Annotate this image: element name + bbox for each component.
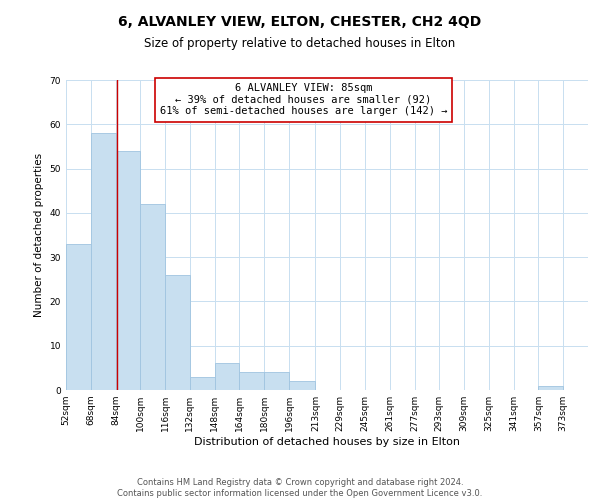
Bar xyxy=(215,364,239,390)
X-axis label: Distribution of detached houses by size in Elton: Distribution of detached houses by size … xyxy=(194,437,460,447)
Bar xyxy=(239,372,264,390)
Bar xyxy=(116,151,140,390)
Bar xyxy=(66,244,91,390)
Bar xyxy=(264,372,289,390)
Bar xyxy=(538,386,563,390)
Bar xyxy=(140,204,165,390)
Text: Contains HM Land Registry data © Crown copyright and database right 2024.
Contai: Contains HM Land Registry data © Crown c… xyxy=(118,478,482,498)
Bar xyxy=(190,376,215,390)
Text: 6 ALVANLEY VIEW: 85sqm
← 39% of detached houses are smaller (92)
61% of semi-det: 6 ALVANLEY VIEW: 85sqm ← 39% of detached… xyxy=(160,83,447,116)
Text: Size of property relative to detached houses in Elton: Size of property relative to detached ho… xyxy=(145,38,455,51)
Text: 6, ALVANLEY VIEW, ELTON, CHESTER, CH2 4QD: 6, ALVANLEY VIEW, ELTON, CHESTER, CH2 4Q… xyxy=(118,15,482,29)
Y-axis label: Number of detached properties: Number of detached properties xyxy=(34,153,44,317)
Bar xyxy=(289,381,316,390)
Bar xyxy=(91,133,116,390)
Bar xyxy=(165,275,190,390)
